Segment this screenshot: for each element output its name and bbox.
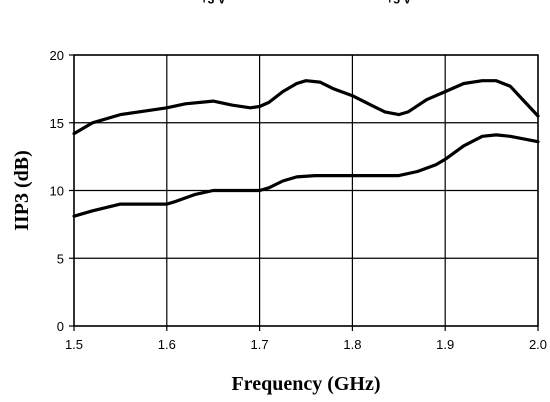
x-tick-label: 1.9 bbox=[436, 337, 454, 352]
annotations: +3 V +5 V bbox=[201, 0, 412, 7]
y-axis-title: IIP3 (dB) bbox=[11, 150, 33, 231]
y-tick-label: 15 bbox=[50, 116, 64, 131]
series-line-1 bbox=[72, 79, 540, 136]
x-tick-label: 2.0 bbox=[529, 337, 547, 352]
x-tick-label: 1.5 bbox=[65, 337, 83, 352]
annotation-label: +5 V bbox=[386, 0, 411, 7]
series-line-2 bbox=[72, 133, 540, 218]
y-tick-label: 10 bbox=[50, 184, 64, 199]
y-tick-label: 20 bbox=[50, 48, 64, 63]
x-tick-label: 1.6 bbox=[158, 337, 176, 352]
x-axis-title: Frequency (GHz) bbox=[231, 373, 380, 395]
y-tick-label: 0 bbox=[57, 319, 64, 334]
grid-lines bbox=[73, 54, 539, 327]
annotation-label: +3 V bbox=[201, 0, 226, 7]
x-tick-label: 1.8 bbox=[343, 337, 361, 352]
series-lines bbox=[72, 79, 540, 218]
x-tick-label: 1.7 bbox=[251, 337, 269, 352]
tick-labels: 1.5 1.6 1.7 1.8 1.9 2.0 0 5 10 15 20 bbox=[50, 48, 548, 352]
y-tick-label: 5 bbox=[57, 251, 64, 266]
